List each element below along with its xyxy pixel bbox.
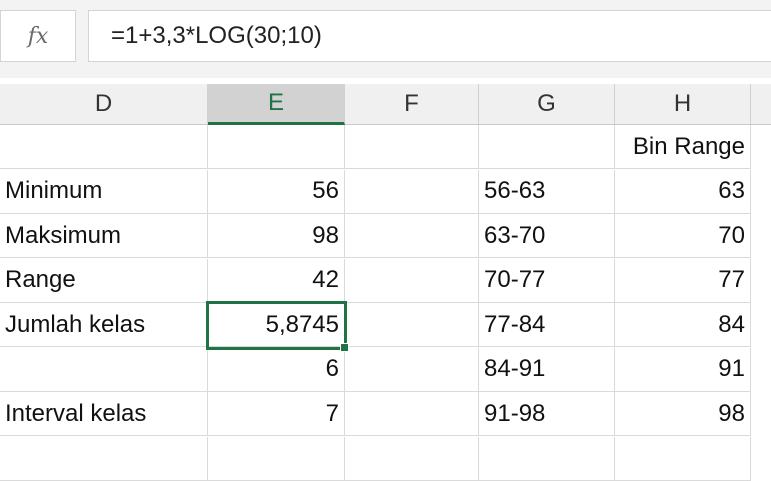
cell-h-row-3[interactable]: 70 [615,214,751,258]
cell-e-row-5[interactable]: 5,8745 [208,303,345,347]
cell-g-row-7[interactable]: 91-98 [479,392,615,436]
cell-d-row-7[interactable]: Interval kelas [0,392,208,436]
cell-d-row-5[interactable]: Jumlah kelas [0,303,208,347]
cell-g-row-6[interactable]: 84-91 [479,347,615,392]
cell-g-row-4[interactable]: 70-77 [479,258,615,303]
cell-f-row-4[interactable] [345,258,479,303]
column-header-g[interactable]: G [479,84,615,124]
column-header-e[interactable]: E [208,84,345,125]
cell-g-row-5[interactable]: 77-84 [479,303,615,347]
cell-f-row-5[interactable] [345,303,479,347]
cell-e-row-7[interactable]: 7 [208,392,345,436]
fx-icon: fx [27,23,49,49]
cell-g-row-2[interactable]: 56-63 [479,169,615,214]
cell-e-row-6[interactable]: 6 [208,347,345,392]
cell-d-row-4[interactable]: Range [0,258,208,303]
column-header-d[interactable]: D [0,84,208,124]
cell-d-row-6[interactable] [0,347,208,392]
spreadsheet-grid: Bin Range Minimum 56 56-63 63 Maksimum 98 63-70… [0,125,771,481]
fill-handle[interactable] [340,343,349,352]
formula-text: =1+3,3*LOG(30;10) [111,22,322,49]
cell-g-row-3[interactable]: 63-70 [479,214,615,258]
column-header-h[interactable]: H [615,84,751,124]
formula-bar: fx =1+3,3*LOG(30;10) [0,0,771,78]
formula-input[interactable]: =1+3,3*LOG(30;10) [88,10,771,62]
cell-f-row-6[interactable] [345,347,479,392]
cell-d-row-3[interactable]: Maksimum [0,214,208,258]
cell-e-row-2[interactable]: 56 [208,169,345,214]
cell-h-row-7[interactable]: 98 [615,392,751,436]
cell-d-row-1[interactable] [0,125,208,169]
column-header-f[interactable]: F [345,84,479,124]
cell-e-row-3[interactable]: 98 [208,214,345,258]
cell-h-row-5[interactable]: 84 [615,303,751,347]
insert-function-button[interactable]: fx [0,10,76,62]
cell-g-row-1[interactable] [479,125,615,169]
cell-h-row-6[interactable]: 91 [615,347,751,392]
cell-f-row-1[interactable] [345,125,479,169]
active-cell-e5[interactable] [206,301,347,350]
cell-h-row-4[interactable]: 77 [615,258,751,303]
cell-e-row-4[interactable]: 42 [208,258,345,303]
cell-e-row-1[interactable] [208,125,345,169]
cell-f-row-3[interactable] [345,214,479,258]
cell-d-row-2[interactable]: Minimum [0,169,208,214]
column-header-row: D E F G H [0,84,771,125]
cell-f-row-2[interactable] [345,169,479,214]
cell-h-row-2[interactable]: 63 [615,169,751,214]
cell-f-row-7[interactable] [345,392,479,436]
cell-h-row-1[interactable]: Bin Range [615,125,751,169]
